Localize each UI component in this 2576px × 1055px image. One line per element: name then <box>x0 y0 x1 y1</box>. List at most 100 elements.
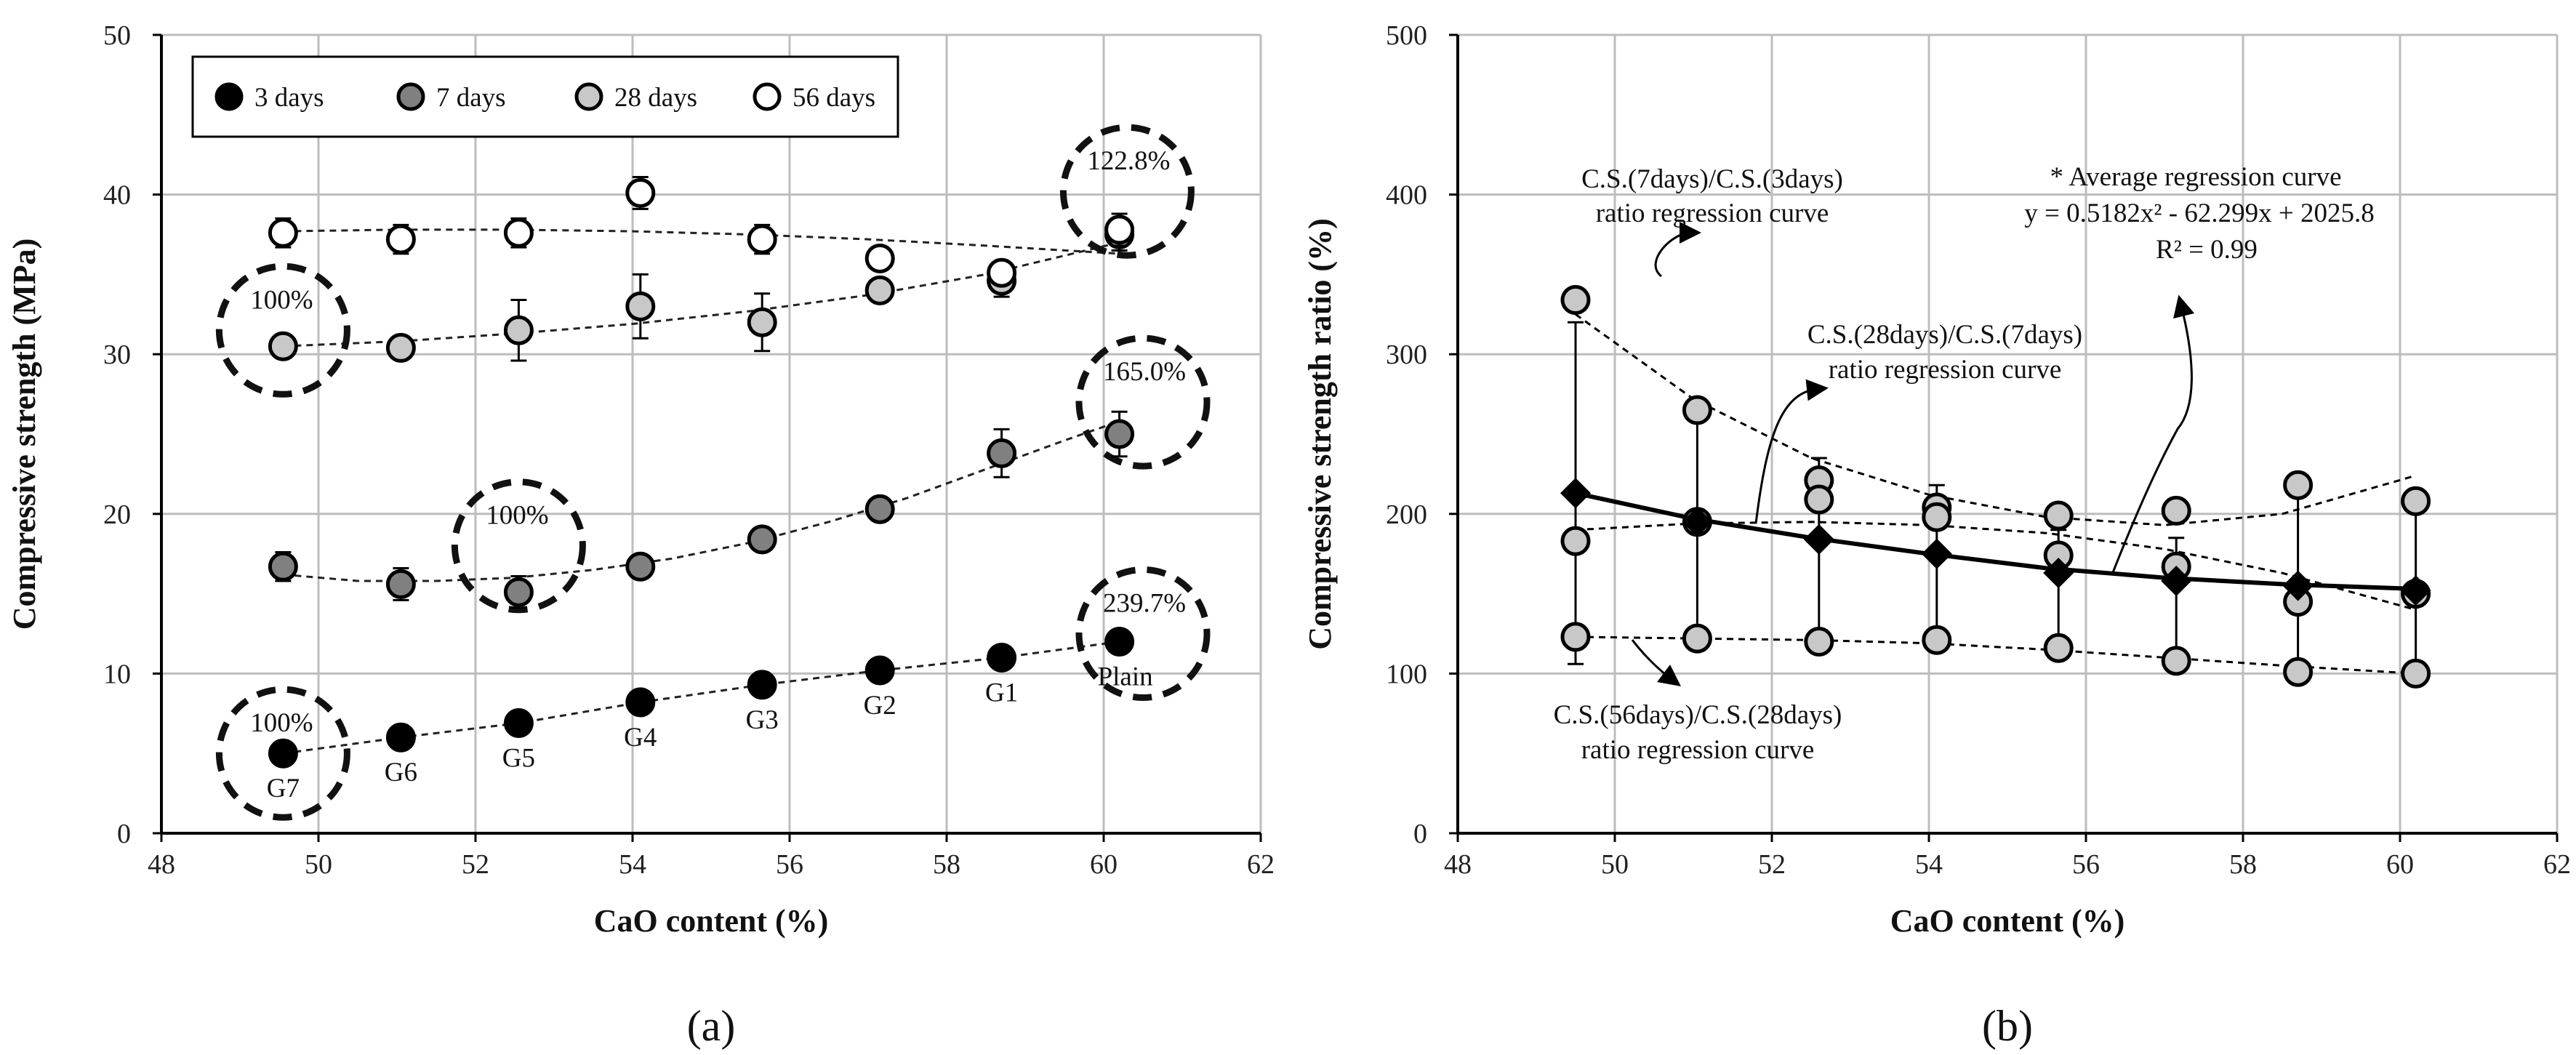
arrow-28d-7d <box>1754 379 1829 524</box>
percent-label: 165.0% <box>1103 357 1186 387</box>
legend: 3 days 7 days 28 days 56 days <box>191 55 899 138</box>
ratio-point <box>2401 486 2431 516</box>
ratio-point <box>1804 626 1834 657</box>
average-diamond <box>1682 506 1713 537</box>
data-point-28-days <box>625 291 656 321</box>
regression-line-56d-28d <box>1575 635 2416 675</box>
data-point-28-days <box>385 332 416 363</box>
data-point-28-days <box>503 315 534 345</box>
panel-label: (a) <box>687 1002 736 1050</box>
panel-b-chart: 48 50 52 54 56 58 60 62 0 100 200 300 400 500 CaO cont… <box>1302 20 2571 1050</box>
group-label: G2 <box>864 691 896 721</box>
x-tick-label: 60 <box>2386 849 2414 880</box>
trend-line-3-days <box>283 641 1120 755</box>
average-diamond <box>2400 575 2431 606</box>
ratio-point <box>2043 500 2074 531</box>
y-tick-label: 0 <box>1413 819 1427 849</box>
ratio-point <box>1560 285 1591 316</box>
x-tick-label: 50 <box>1601 849 1629 880</box>
legend-label: 56 days <box>793 83 875 113</box>
ratio-point <box>1922 502 1952 532</box>
highlight-circle <box>1059 124 1195 259</box>
y-tick-label: 20 <box>103 500 131 530</box>
data-point-56-days <box>503 217 534 248</box>
ratio-point <box>2401 658 2431 689</box>
highlight-circle <box>1075 566 1211 701</box>
x-tick-label: 54 <box>619 849 646 880</box>
data-point-28-days <box>747 307 777 337</box>
x-tick-label: 52 <box>1758 849 1786 880</box>
arrow-average <box>2111 294 2195 575</box>
percent-label: 122.8% <box>1087 146 1170 176</box>
highlight-circle <box>215 686 350 821</box>
data-point-28-days <box>268 331 298 361</box>
annotation-56d-28d: C.S.(56days)/C.S.(28days) <box>1554 700 1842 730</box>
annotation-28d-7d: C.S.(28days)/C.S.(7days) <box>1807 320 2082 350</box>
data-point-7-days <box>864 494 895 524</box>
group-label: G4 <box>624 723 657 753</box>
data-point-56-days <box>987 257 1017 288</box>
regression-line-average <box>1575 491 2416 591</box>
x-tick-label: 58 <box>2229 849 2257 880</box>
data-point-3-days <box>747 670 777 700</box>
y-tick-label: 30 <box>103 340 131 370</box>
panel-label: (b) <box>1982 1002 2033 1050</box>
data-point-7-days <box>747 524 777 555</box>
ratio-point <box>2161 495 2191 526</box>
data-point-56-days <box>864 243 895 273</box>
group-label: G1 <box>985 678 1018 707</box>
trend-line-7-days <box>283 420 1120 582</box>
group-label: Plain <box>1098 662 1153 691</box>
annotation-7d-3d: C.S.(7days)/C.S.(3days) <box>1581 164 1843 194</box>
legend-label: 3 days <box>254 83 324 113</box>
data-point-3-days <box>625 687 656 718</box>
y-tick-label: 50 <box>103 20 131 51</box>
data-point-7-days <box>625 551 656 582</box>
average-diamond <box>1803 524 1834 555</box>
plot-area <box>161 35 1261 833</box>
percent-label: 100% <box>250 285 313 315</box>
average-diamond <box>2161 566 2192 597</box>
regression-line-7d-3d <box>1575 313 2417 526</box>
percent-label: 100% <box>486 501 548 531</box>
group-label: G3 <box>746 705 779 735</box>
ratio-point <box>1804 484 1834 515</box>
annotation-7d-3d-sub: ratio regression curve <box>1596 198 1829 228</box>
data-point-56-days <box>385 224 416 254</box>
regression-line-28d-7d <box>1575 521 2416 611</box>
data-point-7-days <box>1104 419 1135 449</box>
legend-label: 28 days <box>614 83 697 113</box>
percent-label: 239.7% <box>1103 589 1186 619</box>
legend-marker <box>753 82 782 111</box>
x-tick-label: 60 <box>1090 849 1118 880</box>
group-label: G7 <box>267 774 300 803</box>
y-tick-label: 40 <box>103 180 131 211</box>
annotation-28d-7d-sub: ratio regression curve <box>1829 355 2062 385</box>
average-diamond <box>2282 570 2314 601</box>
legend-marker <box>574 82 603 111</box>
average-curve-r2: R² = 0.99 <box>2156 235 2258 265</box>
average-diamond <box>2043 558 2074 589</box>
ratio-point <box>1560 526 1591 556</box>
trend-line-56-days <box>283 228 1120 255</box>
annotation-56d-28d-sub: ratio regression curve <box>1581 735 1815 765</box>
data-point-3-days <box>385 722 416 753</box>
average-diamond <box>1560 478 1591 509</box>
ratio-point <box>1560 622 1591 652</box>
data-point-7-days <box>268 551 298 582</box>
ratio-point <box>2043 633 2074 663</box>
legend-label: 7 days <box>436 83 506 113</box>
plot-area <box>1458 35 2557 833</box>
y-axis-label: Compressive strength ratio (%) <box>1302 218 1338 650</box>
data-point-3-days <box>987 642 1017 673</box>
highlight-circle <box>451 478 586 614</box>
data-point-56-days <box>268 217 298 248</box>
ratio-point <box>2283 470 2314 500</box>
x-tick-label: 52 <box>462 849 489 880</box>
trend-line-28-days <box>283 241 1120 348</box>
ratio-point <box>2161 646 2191 676</box>
x-tick-label: 56 <box>776 849 803 880</box>
x-tick-label: 62 <box>2543 849 2571 880</box>
legend-marker <box>214 82 244 111</box>
